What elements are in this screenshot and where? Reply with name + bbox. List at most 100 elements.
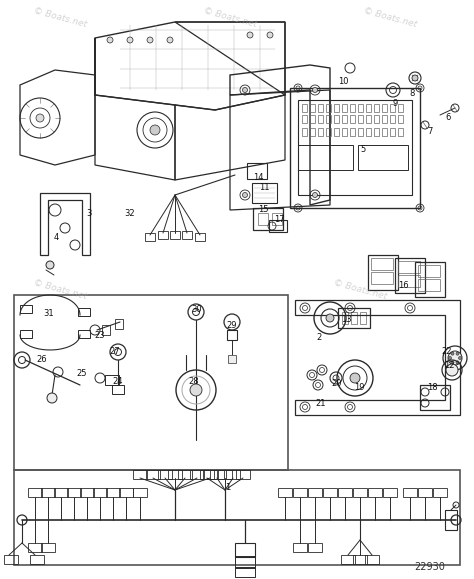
Circle shape bbox=[312, 87, 318, 93]
Circle shape bbox=[36, 114, 44, 122]
Bar bbox=[158, 470, 172, 479]
Bar bbox=[398, 261, 420, 273]
Bar bbox=[334, 115, 339, 123]
Text: 19: 19 bbox=[354, 383, 364, 393]
Circle shape bbox=[243, 192, 247, 197]
Bar bbox=[350, 128, 355, 136]
Bar bbox=[119, 488, 133, 497]
Circle shape bbox=[46, 261, 54, 269]
Text: 23: 23 bbox=[95, 331, 105, 339]
Circle shape bbox=[456, 352, 459, 355]
Bar bbox=[390, 128, 395, 136]
Bar bbox=[318, 104, 323, 112]
Text: 11: 11 bbox=[259, 184, 269, 192]
Text: 13: 13 bbox=[341, 316, 351, 324]
Circle shape bbox=[456, 361, 459, 364]
Bar bbox=[371, 258, 393, 270]
Bar bbox=[326, 115, 331, 123]
Bar bbox=[326, 128, 331, 136]
Bar bbox=[210, 470, 224, 479]
Bar bbox=[67, 488, 81, 497]
Bar bbox=[168, 470, 182, 479]
Bar bbox=[290, 88, 420, 208]
Bar bbox=[235, 567, 255, 577]
Bar bbox=[293, 488, 307, 497]
Bar bbox=[398, 115, 403, 123]
Circle shape bbox=[412, 75, 418, 81]
Bar bbox=[398, 128, 403, 136]
Text: 18: 18 bbox=[427, 383, 438, 393]
Bar bbox=[235, 543, 255, 557]
Bar bbox=[310, 115, 315, 123]
Bar bbox=[228, 355, 236, 363]
Circle shape bbox=[127, 37, 133, 43]
Bar bbox=[366, 128, 371, 136]
Bar bbox=[4, 555, 18, 564]
Bar bbox=[272, 213, 282, 225]
Bar bbox=[318, 115, 323, 123]
Bar bbox=[418, 279, 440, 291]
Bar bbox=[350, 104, 355, 112]
Text: 25: 25 bbox=[77, 368, 87, 378]
Text: 31: 31 bbox=[44, 310, 55, 318]
Text: © Boats.net: © Boats.net bbox=[362, 6, 418, 30]
Bar bbox=[146, 470, 160, 479]
Bar bbox=[368, 488, 382, 497]
Bar bbox=[178, 470, 192, 479]
Text: 26: 26 bbox=[36, 356, 47, 365]
Bar bbox=[382, 115, 387, 123]
Circle shape bbox=[247, 32, 253, 38]
Text: 10: 10 bbox=[338, 78, 348, 86]
Bar bbox=[200, 470, 214, 479]
Bar bbox=[371, 272, 393, 284]
Bar bbox=[360, 312, 366, 324]
Text: 20: 20 bbox=[332, 379, 342, 387]
Bar bbox=[236, 470, 250, 479]
Bar bbox=[226, 470, 240, 479]
Bar bbox=[14, 470, 460, 565]
Bar bbox=[20, 305, 32, 313]
Circle shape bbox=[446, 364, 458, 376]
Bar bbox=[366, 115, 371, 123]
Circle shape bbox=[448, 351, 462, 365]
Text: 9: 9 bbox=[392, 98, 398, 108]
Circle shape bbox=[458, 357, 462, 360]
Bar bbox=[302, 115, 307, 123]
Text: 28: 28 bbox=[189, 378, 199, 387]
Bar bbox=[105, 375, 119, 385]
Bar bbox=[170, 231, 180, 239]
Bar bbox=[302, 104, 307, 112]
Text: © Boats.net: © Boats.net bbox=[32, 278, 88, 302]
Bar bbox=[298, 145, 353, 170]
Bar bbox=[258, 213, 268, 225]
Bar bbox=[308, 488, 322, 497]
Bar bbox=[338, 308, 370, 328]
Bar bbox=[102, 325, 110, 335]
Text: 14: 14 bbox=[253, 174, 263, 182]
Bar bbox=[278, 488, 292, 497]
Bar bbox=[374, 115, 379, 123]
Bar bbox=[182, 231, 192, 239]
Text: 8: 8 bbox=[410, 89, 415, 97]
Bar bbox=[78, 308, 90, 316]
Bar bbox=[158, 231, 168, 239]
Text: 4: 4 bbox=[54, 233, 59, 243]
Bar bbox=[382, 104, 387, 112]
Bar bbox=[334, 128, 339, 136]
Circle shape bbox=[448, 357, 452, 360]
Text: © Boats.net: © Boats.net bbox=[32, 6, 88, 30]
Text: 1: 1 bbox=[225, 483, 231, 493]
Bar bbox=[293, 543, 307, 552]
Bar bbox=[28, 543, 42, 552]
Bar bbox=[374, 104, 379, 112]
Bar bbox=[353, 555, 367, 564]
Bar bbox=[310, 104, 315, 112]
Text: 7: 7 bbox=[428, 126, 433, 135]
Bar bbox=[350, 115, 355, 123]
Bar bbox=[341, 555, 355, 564]
Text: 12: 12 bbox=[444, 361, 454, 369]
Circle shape bbox=[350, 373, 360, 383]
Bar bbox=[54, 488, 68, 497]
Bar bbox=[218, 470, 232, 479]
Bar bbox=[252, 183, 277, 203]
